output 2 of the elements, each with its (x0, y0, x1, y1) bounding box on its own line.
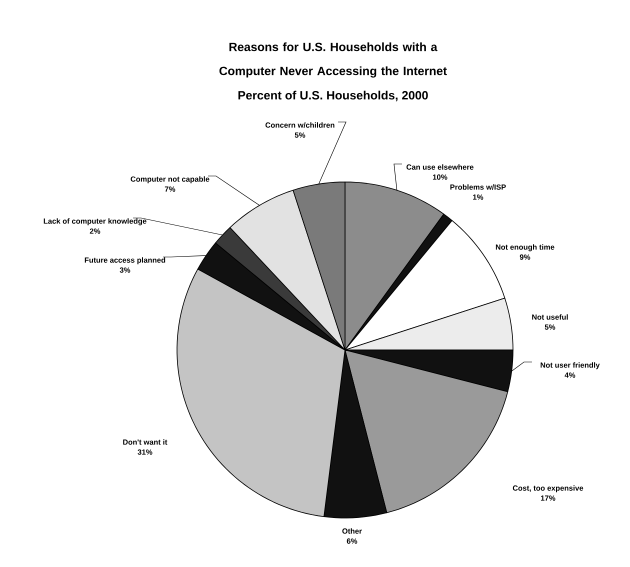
chart-subtitle: Percent of U.S. Households, 2000 (238, 90, 428, 102)
chart-title: Reasons for U.S. Households with a Computer Never Accessing the Internet (219, 42, 447, 78)
